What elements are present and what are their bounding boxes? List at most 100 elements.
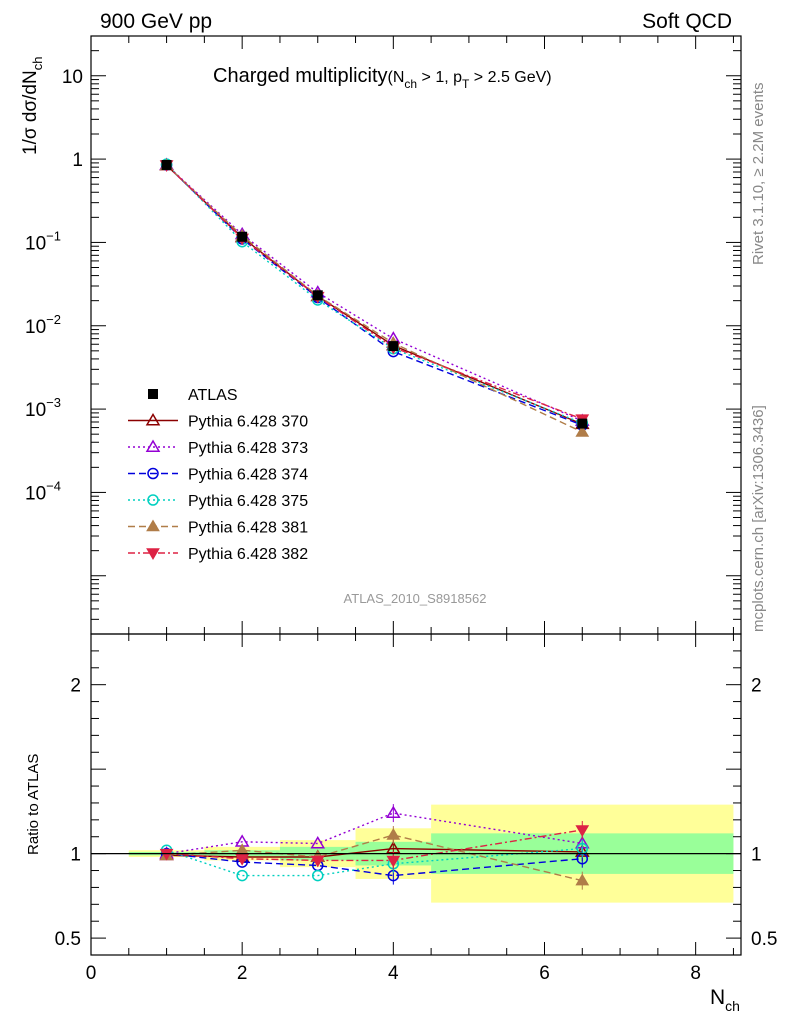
y-axis-label-main: 1/σ dσ/dN — [20, 70, 41, 155]
legend-label: ATLAS — [188, 387, 238, 404]
legend-entry-0: ATLAS — [148, 387, 238, 404]
series-point-ratio — [159, 848, 174, 861]
series-line-ratio — [166, 847, 583, 877]
x-tick-label: 8 — [690, 963, 701, 984]
legend-entry-6: Pythia 6.428 382 — [128, 546, 308, 563]
y-tick-label: 10−1 — [25, 228, 61, 254]
legend-entry-2: Pythia 6.428 373 — [128, 439, 308, 457]
chart-title-cut-mid: > 1, p — [417, 69, 462, 86]
x-axis-label-sub: ch — [725, 998, 740, 1014]
x-axis-label-main: N — [710, 986, 725, 1009]
main-plot-frame — [90, 35, 742, 635]
series-line-ratio — [166, 812, 583, 855]
chart-title-cut-end: > 2.5 GeV) — [469, 69, 551, 86]
legend-entry-5: Pythia 6.428 381 — [128, 520, 308, 537]
y-tick-label: 1 — [72, 150, 83, 171]
y-tick-label-exp: −1 — [46, 228, 61, 243]
data-series — [161, 159, 588, 429]
y-tick-label-base: 10 — [25, 233, 46, 254]
chart-title: Charged multiplicity(Nch > 1, pT > 2.5 G… — [213, 65, 552, 91]
legend-label: Pythia 6.428 373 — [188, 440, 308, 457]
legend-marker — [148, 389, 158, 399]
series-line-ratio — [166, 834, 583, 882]
legend-label: Pythia 6.428 370 — [188, 414, 308, 431]
legend-marker — [146, 548, 160, 560]
legend-label: Pythia 6.428 382 — [188, 546, 308, 563]
ratio-y-tick-label: 0.5 — [55, 929, 81, 950]
ratio-y-tick-label: 1 — [70, 845, 81, 866]
ratio-y-axis-label: Ratio to ATLAS — [25, 754, 42, 855]
chart-title-cut: (N — [388, 69, 405, 86]
ratio-plot-frame — [90, 633, 742, 956]
ratio-y-tick-label-right: 0.5 — [751, 929, 777, 950]
legend-marker — [147, 467, 159, 480]
legend-label: Pythia 6.428 381 — [188, 520, 308, 537]
y-tick-label: 10−2 — [25, 312, 61, 338]
series-point-ratio — [386, 805, 401, 819]
series-point-ratio — [386, 855, 401, 868]
header-left: 900 GeV pp — [100, 10, 212, 33]
legend-marker — [145, 439, 161, 452]
y-tick-label-base: 10 — [25, 483, 46, 504]
series-point-ratio — [576, 842, 589, 855]
side-label-top: Rivet 3.1.10, ≥ 2.2M events — [750, 83, 767, 266]
legend-entry-1: Pythia 6.428 370 — [128, 413, 308, 431]
legend-label: Pythia 6.428 374 — [188, 467, 308, 484]
x-axis-label: Nch — [710, 986, 740, 1014]
series-5 — [159, 160, 590, 870]
ratio-y-tick-label-right: 2 — [751, 676, 762, 697]
y-tick-label-base: 10 — [25, 400, 46, 421]
analysis-watermark: ATLAS_2010_S8918562 — [344, 591, 487, 606]
ratio-y-tick-label: 2 — [70, 676, 81, 697]
ratio-y-tick-label-right: 1 — [751, 845, 762, 866]
x-tick-label: 2 — [237, 963, 248, 984]
series-layer — [159, 157, 590, 890]
series-point-main — [575, 425, 590, 437]
series-line-ratio — [166, 852, 583, 877]
y-axis-label: 1/σ dσ/dNch — [20, 57, 45, 155]
y-tick-label-exp: −2 — [46, 312, 61, 327]
series-point-ratio — [311, 869, 324, 882]
y-tick-label-base: 10 — [25, 317, 46, 338]
y-tick-label-base: 10 — [62, 67, 83, 88]
legend-entry-4: Pythia 6.428 375 — [128, 493, 308, 510]
series-line-main — [166, 164, 583, 420]
y-tick-label: 10−3 — [25, 395, 61, 421]
legend: ATLAS Pythia 6.428 370 Pythia 6.428 373 Pyt… — [128, 387, 308, 563]
series-point-ratio — [236, 869, 248, 882]
data-point — [577, 418, 588, 429]
legend-label: Pythia 6.428 375 — [188, 493, 308, 510]
y-tick-label: 10−4 — [25, 478, 61, 504]
side-label-bottom: mcplots.cern.ch [arXiv:1306.3436] — [750, 405, 767, 632]
chart-title-sub2: T — [462, 77, 470, 91]
data-point — [237, 231, 248, 242]
y-tick-label-exp: −4 — [46, 478, 61, 493]
header-right: Soft QCD — [642, 10, 732, 33]
y-tick-label-base: 1 — [72, 150, 83, 171]
data-point — [312, 290, 323, 301]
y-axis-label-sub: ch — [30, 57, 45, 71]
chart-title-sub1: ch — [404, 77, 417, 91]
chart-title-main: Charged multiplicity — [213, 65, 388, 87]
series-point-ratio — [310, 855, 325, 868]
y-tick-label-exp: −3 — [46, 395, 61, 410]
series-point-ratio — [575, 873, 590, 886]
series-0 — [159, 157, 590, 862]
x-tick-label: 6 — [539, 963, 550, 984]
series-line-main — [166, 163, 583, 424]
series-point-ratio — [575, 825, 590, 837]
x-tick-label: 4 — [388, 963, 399, 984]
series-line-main — [166, 164, 583, 422]
series-point-ratio — [310, 836, 326, 849]
data-point — [388, 341, 399, 352]
legend-entry-3: Pythia 6.428 374 — [128, 467, 308, 484]
series-point-ratio — [235, 854, 250, 866]
series-line-main — [166, 164, 583, 425]
y-tick-label: 10 — [62, 67, 83, 88]
data-point — [161, 159, 172, 170]
legend-marker — [146, 519, 160, 532]
x-tick-label: 0 — [86, 963, 97, 984]
series-point-ratio — [386, 828, 401, 840]
